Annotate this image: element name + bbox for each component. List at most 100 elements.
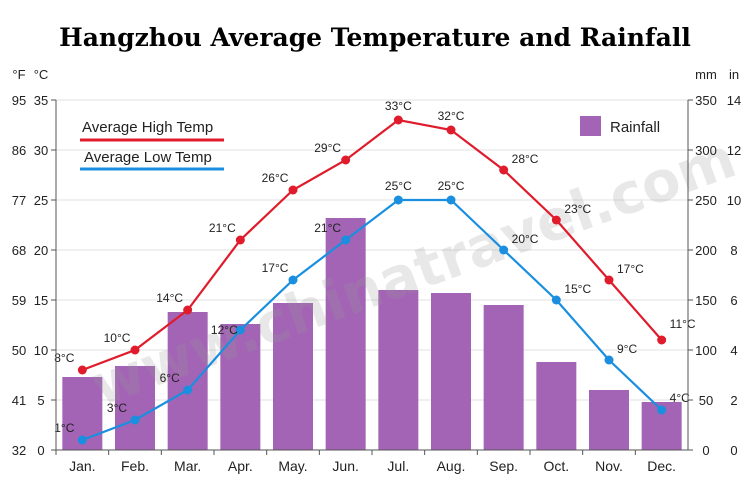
- x-tick-label: Mar.: [174, 458, 201, 474]
- rainfall-bar: [273, 303, 313, 450]
- unit-celsius: °C: [34, 67, 49, 82]
- tick-label-fahrenheit: 86: [12, 143, 26, 158]
- low-temp-point: [77, 435, 87, 445]
- low-temp-label: 20°C: [512, 232, 539, 246]
- high-temp-label: 33°C: [385, 99, 412, 113]
- unit-millimeters: mm: [695, 67, 717, 82]
- tick-label-millimeters: 0: [702, 443, 709, 458]
- tick-label-millimeters: 300: [695, 143, 717, 158]
- low-temp-point: [551, 295, 561, 305]
- high-temp-point: [499, 165, 509, 175]
- tick-label-inches: 12: [727, 143, 741, 158]
- high-temp-point: [341, 155, 351, 165]
- x-tick-label: May.: [278, 458, 307, 474]
- tick-label-fahrenheit: 59: [12, 293, 26, 308]
- low-temp-label: 12°C: [211, 323, 238, 337]
- low-temp-line: [81, 198, 663, 442]
- high-temp-label: 14°C: [156, 291, 183, 305]
- high-temp-label: 11°C: [670, 317, 696, 331]
- rainfall-bars: [62, 218, 682, 450]
- tick-label-celsius: 15: [34, 293, 48, 308]
- unit-fahrenheit: °F: [12, 67, 25, 82]
- tick-label-celsius: 10: [34, 343, 48, 358]
- high-temp-label: 28°C: [512, 152, 539, 166]
- low-temp-point: [604, 355, 614, 365]
- tick-label-millimeters: 350: [695, 93, 717, 108]
- unit-inches: in: [729, 67, 739, 82]
- tick-label-millimeters: 150: [695, 293, 717, 308]
- temperature-lines: 8°C 10°C 14°C 21°C 26°C 29°C 33°C 32°C 28°C 23°C 1…: [54, 99, 696, 445]
- tick-label-celsius: 25: [34, 193, 48, 208]
- high-temp-label: 8°C: [54, 351, 74, 365]
- high-temp-point: [77, 365, 87, 375]
- high-temp-point: [288, 185, 298, 195]
- tick-label-fahrenheit: 68: [12, 243, 26, 258]
- legend-rain-label: Rainfall: [610, 119, 660, 136]
- tick-label-millimeters: 100: [695, 343, 717, 358]
- low-temp-label: 21°C: [314, 221, 341, 235]
- x-tick-label: Apr.: [228, 458, 253, 474]
- tick-label-fahrenheit: 41: [12, 393, 26, 408]
- x-tick-label: Feb.: [121, 458, 149, 474]
- tick-label-fahrenheit: 95: [12, 93, 26, 108]
- tick-label-fahrenheit: 32: [12, 443, 26, 458]
- tick-label-inches: 14: [727, 93, 741, 108]
- tick-label-millimeters: 50: [699, 393, 713, 408]
- x-tick-label: Dec.: [647, 458, 676, 474]
- tick-label-celsius: 30: [34, 143, 48, 158]
- low-temp-label: 4°C: [670, 391, 690, 405]
- rainfall-bar: [431, 293, 471, 450]
- high-temp-point: [657, 335, 667, 345]
- rainfall-bar: [483, 305, 524, 450]
- high-temp-point: [551, 215, 561, 225]
- legend-high-label: Average High Temp: [82, 119, 213, 136]
- rainfall-bar: [378, 290, 419, 450]
- legend-rain-swatch: [580, 116, 601, 136]
- tick-label-celsius: 20: [34, 243, 48, 258]
- rainfall-bar: [167, 312, 208, 450]
- low-temp-point: [183, 385, 193, 395]
- x-tick-label: Jun.: [332, 458, 358, 474]
- high-temp-label: 21°C: [209, 221, 236, 235]
- axes: 32 0 0 041 5 50 250 10 100 459 15 150 668 20 200 877 25 2…: [12, 93, 741, 474]
- low-temp-point: [499, 245, 509, 255]
- tick-label-millimeters: 200: [695, 243, 717, 258]
- low-temp-point: [446, 195, 456, 205]
- low-temp-label: 17°C: [262, 261, 289, 275]
- high-temp-line: [81, 118, 663, 372]
- rainfall-bar: [536, 362, 577, 450]
- x-tick-label: Jan.: [69, 458, 95, 474]
- high-temp-label: 10°C: [104, 331, 131, 345]
- rainfall-bar: [115, 366, 155, 450]
- high-temp-point: [393, 115, 403, 125]
- low-temp-label: 25°C: [438, 179, 465, 193]
- x-tick-label: Oct.: [543, 458, 569, 474]
- tick-label-inches: 2: [730, 393, 737, 408]
- low-temp-label: 6°C: [160, 371, 180, 385]
- legend: Average High Temp Average Low Temp Rainf…: [80, 116, 660, 171]
- low-temp-label: 15°C: [564, 282, 591, 296]
- low-temp-point: [341, 235, 351, 245]
- tick-label-inches: 10: [727, 193, 741, 208]
- low-temp-point: [288, 275, 298, 285]
- tick-label-celsius: 0: [37, 443, 44, 458]
- gridlines: [56, 99, 688, 401]
- chart-title: Hangzhou Average Temperature and Rainfal…: [59, 23, 691, 52]
- tick-label-inches: 4: [730, 343, 737, 358]
- low-temp-point: [657, 405, 667, 415]
- low-temp-point: [130, 415, 140, 425]
- high-temp-label: 29°C: [314, 141, 341, 155]
- tick-label-fahrenheit: 77: [12, 193, 26, 208]
- high-temp-point: [235, 235, 245, 245]
- high-temp-point: [446, 125, 456, 135]
- low-temp-point: [235, 325, 245, 335]
- low-temp-label: 25°C: [385, 179, 412, 193]
- high-temp-label: 17°C: [617, 262, 644, 276]
- tick-label-inches: 6: [730, 293, 737, 308]
- low-temp-label: 1°C: [54, 421, 74, 435]
- tick-label-millimeters: 250: [695, 193, 717, 208]
- x-tick-label: Nov.: [595, 458, 623, 474]
- high-temp-label: 23°C: [564, 202, 591, 216]
- high-temp-label: 32°C: [438, 109, 465, 123]
